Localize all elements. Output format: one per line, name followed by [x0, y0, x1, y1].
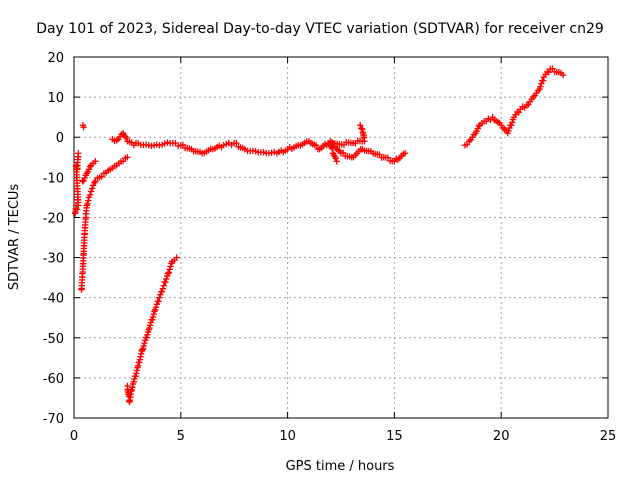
data-point [160, 282, 167, 289]
data-point [150, 310, 157, 318]
data-point [85, 197, 92, 204]
x-tick-label: 20 [493, 429, 510, 444]
y-tick-label: 10 [47, 91, 64, 106]
data-point [139, 345, 147, 352]
data-point [91, 179, 98, 186]
data-point [233, 140, 240, 147]
data-point [332, 155, 340, 162]
data-point [179, 141, 187, 149]
data-point [312, 142, 320, 149]
y-tick-label: 0 [56, 131, 64, 146]
data-point [358, 125, 365, 132]
chart-title: Day 101 of 2023, Sidereal Day-to-day VTE… [36, 21, 604, 37]
data-point [158, 288, 166, 295]
data-point [165, 269, 173, 276]
data-point [123, 134, 130, 142]
grid [74, 57, 608, 418]
axes: 0 5 10 15 20 25 -70 -60 -50 -40 -30 -20 -10 0 10 20 [43, 51, 617, 444]
data-point [376, 151, 383, 158]
y-tick-label: -40 [43, 292, 64, 307]
data-point [384, 154, 392, 161]
y-tick-label: -20 [43, 211, 64, 226]
y-tick-label: -70 [43, 412, 64, 427]
y-tick-label: -10 [43, 171, 64, 186]
data-point [159, 285, 167, 292]
data-point [143, 334, 150, 341]
x-axis-label: GPS time / hours [286, 459, 395, 474]
data-point [119, 158, 127, 165]
x-tick-label: 25 [600, 429, 617, 444]
y-tick-label: -60 [43, 372, 64, 387]
data-point [155, 298, 162, 305]
data-point [92, 178, 99, 185]
data-point [505, 127, 512, 135]
data-point [163, 275, 170, 283]
y-tick-label: -50 [43, 332, 64, 347]
data-point [75, 150, 82, 157]
data-point [86, 191, 94, 199]
data-point [166, 266, 173, 273]
data-point [146, 324, 153, 332]
data-point [164, 270, 172, 277]
y-tick-label: -30 [43, 252, 64, 267]
data-point [508, 122, 515, 129]
data-point [88, 185, 96, 192]
data-point [80, 123, 87, 131]
data-point [167, 263, 174, 270]
data-point [79, 178, 86, 185]
data-point [92, 158, 99, 165]
x-tick-label: 10 [279, 429, 296, 444]
data-point [124, 154, 131, 161]
data-point [328, 145, 336, 152]
data-point [74, 206, 81, 213]
data-point [139, 346, 146, 354]
data-point [537, 83, 544, 90]
x-tick-label: 15 [386, 429, 403, 444]
data-point [141, 339, 148, 347]
data-point [146, 322, 154, 329]
x-tick-label: 5 [177, 429, 185, 444]
data-point [545, 69, 552, 76]
y-axis-label: SDTVAR / TECUs [7, 184, 22, 291]
y-tick-label: 20 [47, 51, 64, 66]
data-point [129, 384, 136, 391]
data-point [333, 158, 340, 165]
data-point [86, 163, 94, 170]
data-point [156, 294, 163, 301]
data-point [87, 188, 95, 195]
data-point [173, 254, 180, 261]
data-point [357, 121, 364, 129]
data-point [475, 122, 482, 130]
data-point [559, 71, 567, 79]
data-point [140, 342, 147, 350]
data-points [71, 65, 567, 406]
data-point [463, 141, 471, 148]
data-point [539, 77, 547, 84]
plot-frame [73, 56, 609, 419]
data-point [149, 313, 157, 321]
data-point [339, 149, 347, 157]
data-point [144, 331, 151, 339]
x-tick-label: 0 [70, 429, 78, 444]
data-point [515, 109, 523, 116]
data-point [83, 202, 91, 209]
data-point [98, 173, 105, 180]
data-point [122, 133, 129, 140]
data-point [152, 304, 160, 311]
data-point [549, 65, 556, 72]
data-point [401, 150, 409, 157]
data-point [149, 316, 156, 324]
data-point [162, 278, 169, 286]
data-point [84, 200, 91, 208]
data-point [508, 119, 516, 126]
data-point [83, 170, 91, 177]
